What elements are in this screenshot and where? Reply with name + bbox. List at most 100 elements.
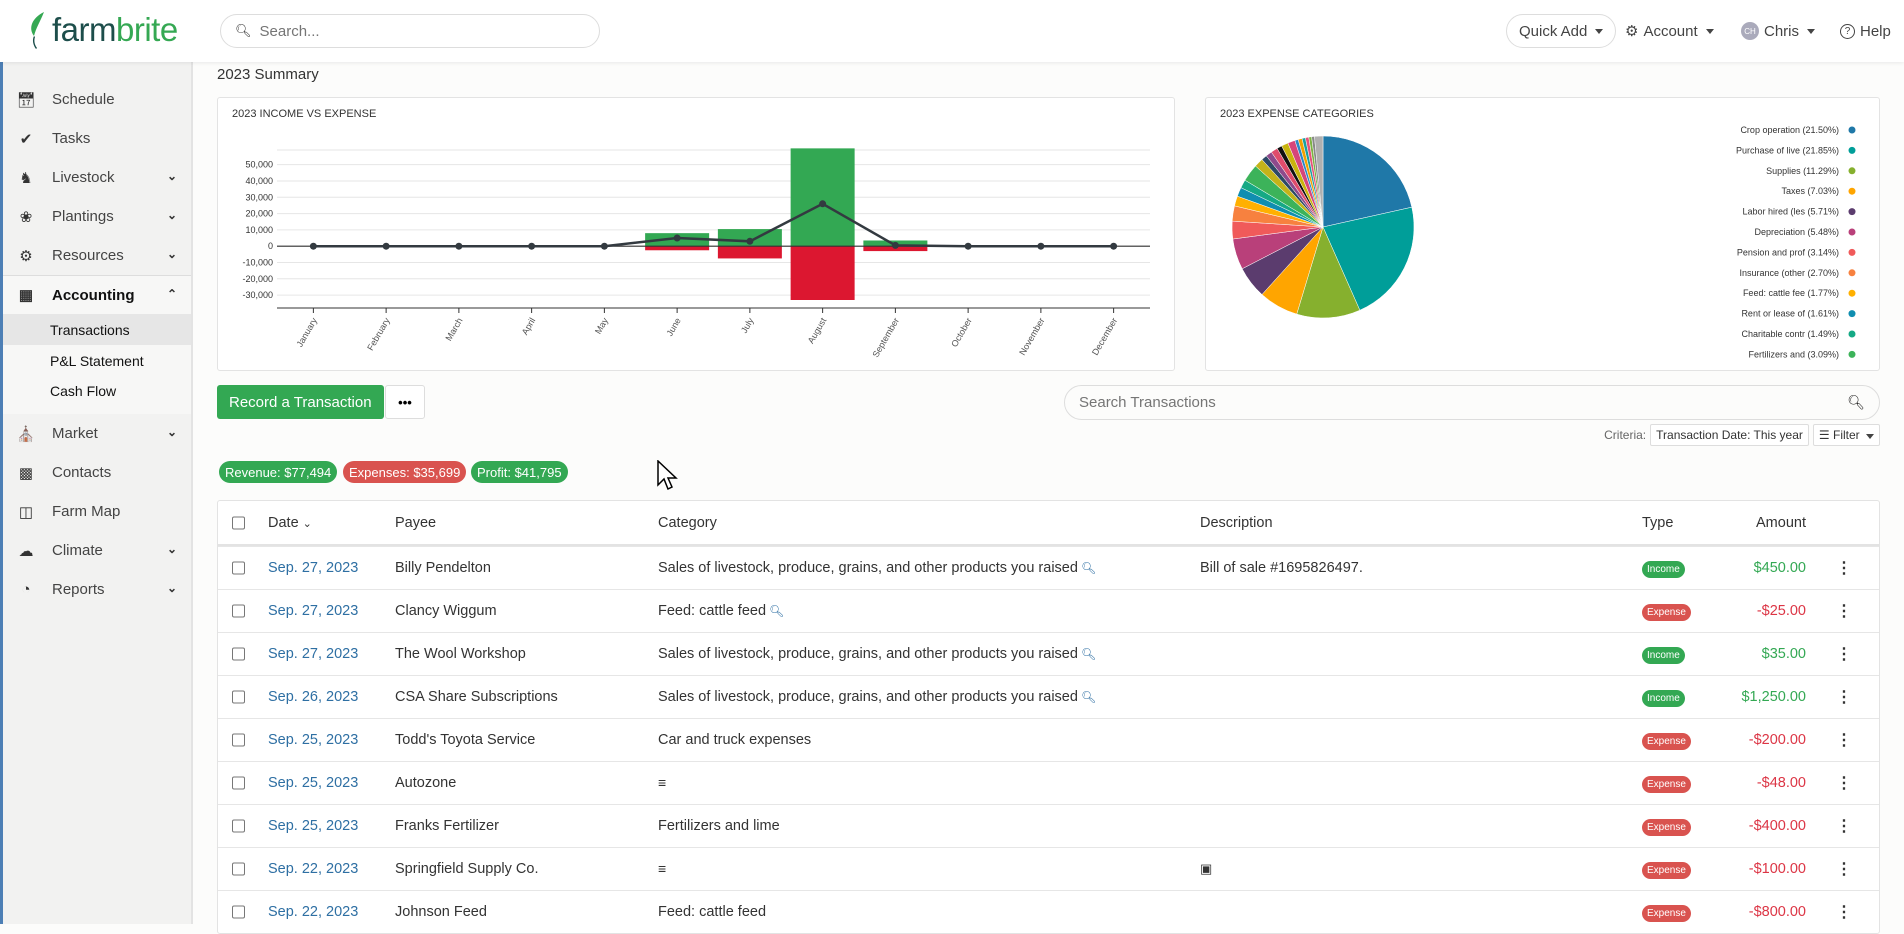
date-column-header[interactable]: Date ⌄	[268, 515, 312, 531]
row-checkbox[interactable]	[232, 647, 245, 661]
type-badge: Expense	[1642, 905, 1691, 922]
sidebar-subitem-pl-statement[interactable]: P&L Statement	[3, 345, 191, 376]
more-options-button[interactable]: •••	[385, 385, 425, 419]
x-tick-label: October	[949, 316, 974, 349]
row-actions-kebab-icon[interactable]: ⋮	[1836, 818, 1852, 835]
row-checkbox[interactable]	[232, 905, 245, 919]
split-list-icon[interactable]: ≡	[658, 774, 667, 791]
date-link[interactable]: Sep. 25, 2023	[268, 818, 359, 834]
description-column-header: Description	[1200, 514, 1273, 531]
table-row[interactable]: Sep. 25, 2023 Todd's Toyota Service Car a…	[218, 718, 1879, 761]
date-link[interactable]: Sep. 27, 2023	[268, 646, 359, 662]
legend-label: Depreciation (5.48%)	[1754, 227, 1839, 237]
date-link[interactable]: Sep. 27, 2023	[268, 560, 359, 576]
sidebar-item-schedule[interactable]: 📅︎ Schedule	[3, 80, 191, 119]
record-transaction-button[interactable]: Record a Transaction	[217, 385, 384, 419]
category-cell: Sales of livestock, produce, grains, and…	[658, 689, 1096, 705]
payee-cell: Billy Pendelton	[395, 560, 491, 576]
help-link[interactable]: ? Help	[1840, 14, 1891, 48]
chevron-down-icon: ⌄	[166, 581, 177, 595]
x-tick-label: January	[294, 316, 319, 349]
sidebar-item-tasks[interactable]: ✔ Tasks	[3, 119, 191, 158]
date-link[interactable]: Sep. 25, 2023	[268, 732, 359, 748]
table-row[interactable]: Sep. 22, 2023 Springfield Supply Co. ≡ ▣ E…	[218, 847, 1879, 890]
x-tick-label: December	[1090, 316, 1119, 357]
global-search[interactable]: 🔍︎	[220, 14, 600, 48]
search-icon[interactable]: 🔍︎	[1080, 690, 1097, 704]
date-link[interactable]: Sep. 22, 2023	[268, 861, 359, 877]
table-row[interactable]: Sep. 22, 2023 Johnson Feed Feed: cattle f…	[218, 890, 1879, 933]
row-checkbox[interactable]	[232, 776, 245, 790]
user-menu[interactable]: CH Chris	[1741, 14, 1816, 48]
legend-label: Charitable contr (1.49%)	[1741, 329, 1839, 339]
net-point	[309, 242, 317, 250]
sidebar-subitem-cash-flow[interactable]: Cash Flow	[3, 376, 191, 414]
row-actions-kebab-icon[interactable]: ⋮	[1836, 775, 1852, 792]
search-icon[interactable]: 🔍︎	[1080, 561, 1097, 575]
legend-label: Feed: cattle fee (1.77%)	[1743, 288, 1839, 298]
transaction-search-input[interactable]	[1079, 394, 1848, 411]
table-row[interactable]: Sep. 27, 2023 Billy Pendelton Sales of li…	[218, 546, 1879, 589]
sidebar-item-accounting[interactable]: ▦ Accounting ⌃	[3, 275, 191, 314]
search-icon[interactable]: 🔍︎	[1847, 394, 1865, 410]
net-point	[382, 242, 390, 250]
quick-add-button[interactable]: Quick Add	[1506, 14, 1617, 48]
sidebar-item-reports[interactable]: ◔ Reports ⌄	[3, 570, 191, 609]
global-search-input[interactable]	[259, 22, 580, 40]
sidebar: 📅︎ Schedule ✔ Tasks ♞ Livestock ⌄ ❀ Plantings…	[0, 62, 193, 924]
type-cell: Income	[1642, 560, 1685, 578]
row-actions-kebab-icon[interactable]: ⋮	[1836, 732, 1852, 749]
image-attachment-icon[interactable]: ▣	[1200, 861, 1213, 876]
cloud-sun-rain-icon: ☁	[18, 542, 34, 560]
table-row[interactable]: Sep. 27, 2023 The Wool Workshop Sales of …	[218, 632, 1879, 675]
date-link[interactable]: Sep. 25, 2023	[268, 775, 359, 791]
filter-button[interactable]: ☰ Filter	[1812, 424, 1880, 446]
x-tick-label: May	[593, 316, 610, 336]
transaction-search[interactable]: 🔍︎	[1064, 385, 1880, 420]
search-icon[interactable]: 🔍︎	[1080, 647, 1097, 661]
criteria-chip[interactable]: Transaction Date: This year	[1650, 424, 1809, 446]
table-row[interactable]: Sep. 27, 2023 Clancy Wiggum Feed: cattle …	[218, 589, 1879, 632]
sidebar-item-contacts[interactable]: ▩ Contacts	[3, 453, 191, 492]
sidebar-subitem-transactions[interactable]: Transactions	[3, 314, 191, 345]
date-link[interactable]: Sep. 26, 2023	[268, 689, 359, 705]
sidebar-item-plantings[interactable]: ❀ Plantings ⌄	[3, 197, 191, 236]
select-all-checkbox[interactable]	[232, 516, 245, 529]
row-actions-kebab-icon[interactable]: ⋮	[1836, 689, 1852, 706]
legend-label: Labor hired (les (5.71%)	[1742, 207, 1839, 217]
row-actions-kebab-icon[interactable]: ⋮	[1836, 904, 1852, 921]
row-checkbox[interactable]	[232, 561, 245, 575]
row-actions-kebab-icon[interactable]: ⋮	[1836, 603, 1852, 620]
farmbrite-logo[interactable]: farmbrite	[26, 10, 178, 50]
search-icon[interactable]: 🔍︎	[769, 604, 785, 618]
sidebar-item-climate[interactable]: ☁ Climate ⌄	[3, 531, 191, 570]
sidebar-item-market[interactable]: ⛪ Market ⌄	[3, 414, 191, 453]
sidebar-item-resources[interactable]: ⚙ Resources ⌄	[3, 236, 191, 275]
row-checkbox[interactable]	[232, 604, 245, 618]
row-actions-kebab-icon[interactable]: ⋮	[1836, 560, 1852, 577]
table-row[interactable]: Sep. 26, 2023 CSA Share Subscriptions Sal…	[218, 675, 1879, 718]
table-row[interactable]: Sep. 25, 2023 Franks Fertilizer Fertilize…	[218, 804, 1879, 847]
net-line	[313, 202, 1114, 248]
date-link[interactable]: Sep. 22, 2023	[268, 904, 359, 920]
net-point	[964, 242, 972, 250]
row-checkbox[interactable]	[232, 733, 245, 747]
row-actions-kebab-icon[interactable]: ⋮	[1836, 861, 1852, 878]
split-list-icon[interactable]: ≡	[658, 860, 667, 877]
table-header: Date ⌄ Payee Category Description Type A…	[218, 501, 1879, 546]
row-actions-kebab-icon[interactable]: ⋮	[1836, 646, 1852, 663]
sidebar-item-farm-map[interactable]: ◫ Farm Map	[3, 492, 191, 531]
date-link[interactable]: Sep. 27, 2023	[268, 603, 359, 619]
category-cell: Sales of livestock, produce, grains, and…	[658, 646, 1096, 662]
profit-badge: Profit: $41,795	[471, 461, 568, 483]
row-checkbox[interactable]	[232, 862, 245, 876]
account-menu[interactable]: ⚙ Account	[1625, 14, 1714, 48]
type-badge: Income	[1642, 690, 1685, 707]
row-checkbox[interactable]	[232, 690, 245, 704]
net-point	[819, 200, 827, 208]
row-checkbox[interactable]	[232, 819, 245, 833]
legend-dot	[1848, 289, 1856, 297]
table-row[interactable]: Sep. 25, 2023 Autozone ≡ Expense -$48.00 …	[218, 761, 1879, 804]
amount-cell: -$200.00	[1748, 732, 1806, 748]
sidebar-item-livestock[interactable]: ♞ Livestock ⌄	[3, 158, 191, 197]
